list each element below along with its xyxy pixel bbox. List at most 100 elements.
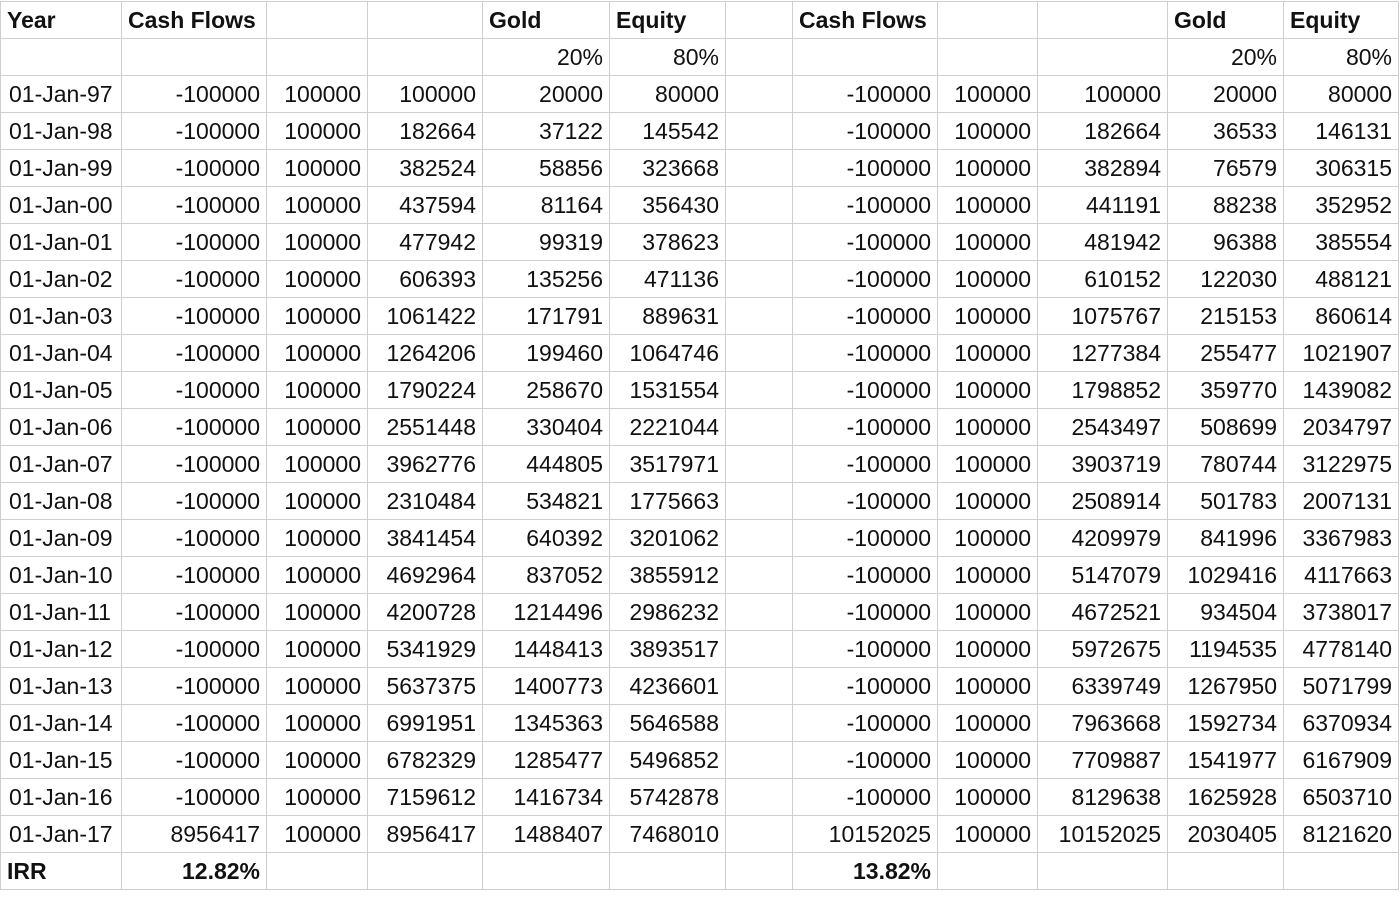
cell[interactable]: 5341929 xyxy=(367,630,483,668)
cell[interactable]: -100000 xyxy=(121,297,267,335)
cell[interactable] xyxy=(1037,38,1168,76)
cell[interactable]: 100000 xyxy=(937,297,1038,335)
cell[interactable]: 1214496 xyxy=(482,593,610,631)
cell[interactable]: 01-Jan-10 xyxy=(0,556,122,594)
cell[interactable]: 3517971 xyxy=(609,445,726,483)
cell[interactable] xyxy=(609,852,726,890)
cell[interactable]: 2543497 xyxy=(1037,408,1168,446)
cell[interactable]: 1592734 xyxy=(1167,704,1284,742)
cell[interactable]: -100000 xyxy=(792,778,938,816)
cell[interactable]: -100000 xyxy=(792,482,938,520)
cell[interactable]: -100000 xyxy=(792,371,938,409)
cell[interactable]: Equity xyxy=(609,1,726,39)
cell[interactable] xyxy=(367,852,483,890)
cell[interactable]: -100000 xyxy=(792,260,938,298)
cell[interactable]: 3903719 xyxy=(1037,445,1168,483)
cell[interactable]: 382894 xyxy=(1037,149,1168,187)
cell[interactable]: 182664 xyxy=(367,112,483,150)
cell[interactable]: -100000 xyxy=(121,371,267,409)
cell[interactable]: 841996 xyxy=(1167,519,1284,557)
cell[interactable]: 100000 xyxy=(266,112,368,150)
cell[interactable]: 1790224 xyxy=(367,371,483,409)
cell[interactable] xyxy=(725,297,793,335)
cell[interactable]: 01-Jan-99 xyxy=(0,149,122,187)
cell[interactable]: 215153 xyxy=(1167,297,1284,335)
cell[interactable]: 145542 xyxy=(609,112,726,150)
cell[interactable]: -100000 xyxy=(792,75,938,113)
cell[interactable]: 01-Jan-98 xyxy=(0,112,122,150)
cell[interactable]: 1021907 xyxy=(1283,334,1399,372)
cell[interactable]: 3367983 xyxy=(1283,519,1399,557)
cell[interactable]: 20000 xyxy=(1167,75,1284,113)
cell[interactable]: 6782329 xyxy=(367,741,483,779)
cell[interactable] xyxy=(266,1,368,39)
cell[interactable]: -100000 xyxy=(121,186,267,224)
cell[interactable]: -100000 xyxy=(792,630,938,668)
cell[interactable]: 1194535 xyxy=(1167,630,1284,668)
cell[interactable]: 6339749 xyxy=(1037,667,1168,705)
cell[interactable] xyxy=(266,38,368,76)
cell[interactable]: 100000 xyxy=(266,260,368,298)
cell[interactable] xyxy=(482,852,610,890)
cell[interactable]: -100000 xyxy=(121,482,267,520)
cell[interactable]: 100000 xyxy=(266,815,368,853)
cell[interactable]: IRR xyxy=(0,852,122,890)
cell[interactable]: Gold xyxy=(482,1,610,39)
cell[interactable]: 146131 xyxy=(1283,112,1399,150)
cell[interactable]: 3201062 xyxy=(609,519,726,557)
cell[interactable]: 58856 xyxy=(482,149,610,187)
cell[interactable]: 4209979 xyxy=(1037,519,1168,557)
cell[interactable]: 382524 xyxy=(367,149,483,187)
cell[interactable]: 7159612 xyxy=(367,778,483,816)
cell[interactable]: -100000 xyxy=(792,149,938,187)
cell[interactable]: 1541977 xyxy=(1167,741,1284,779)
cell[interactable]: 1775663 xyxy=(609,482,726,520)
cell[interactable] xyxy=(725,852,793,890)
cell[interactable]: 258670 xyxy=(482,371,610,409)
cell[interactable]: 36533 xyxy=(1167,112,1284,150)
cell[interactable]: 8129638 xyxy=(1037,778,1168,816)
cell[interactable]: 1277384 xyxy=(1037,334,1168,372)
cell[interactable]: 100000 xyxy=(937,445,1038,483)
cell[interactable]: 1061422 xyxy=(367,297,483,335)
cell[interactable]: 100000 xyxy=(266,519,368,557)
cell[interactable]: 100000 xyxy=(266,371,368,409)
cell[interactable] xyxy=(725,741,793,779)
cell[interactable]: 01-Jan-03 xyxy=(0,297,122,335)
cell[interactable]: 4236601 xyxy=(609,667,726,705)
cell[interactable]: 100000 xyxy=(937,260,1038,298)
cell[interactable]: 6167909 xyxy=(1283,741,1399,779)
cell[interactable]: -100000 xyxy=(121,741,267,779)
cell[interactable]: 100000 xyxy=(937,704,1038,742)
cell[interactable]: 100000 xyxy=(266,408,368,446)
cell[interactable]: 100000 xyxy=(266,741,368,779)
cell[interactable] xyxy=(725,112,793,150)
cell[interactable]: -100000 xyxy=(792,186,938,224)
cell[interactable] xyxy=(725,38,793,76)
cell[interactable]: 3738017 xyxy=(1283,593,1399,631)
cell[interactable]: 255477 xyxy=(1167,334,1284,372)
cell[interactable]: -100000 xyxy=(792,297,938,335)
cell[interactable]: 7709887 xyxy=(1037,741,1168,779)
cell[interactable]: -100000 xyxy=(792,741,938,779)
cell[interactable] xyxy=(725,445,793,483)
cell[interactable]: 01-Jan-11 xyxy=(0,593,122,631)
cell[interactable]: 501783 xyxy=(1167,482,1284,520)
cell[interactable] xyxy=(1037,852,1168,890)
cell[interactable]: 01-Jan-01 xyxy=(0,223,122,261)
cell[interactable]: 6991951 xyxy=(367,704,483,742)
cell[interactable]: 01-Jan-15 xyxy=(0,741,122,779)
cell[interactable]: Equity xyxy=(1283,1,1399,39)
cell[interactable]: 7963668 xyxy=(1037,704,1168,742)
cell[interactable]: 8121620 xyxy=(1283,815,1399,853)
cell[interactable]: -100000 xyxy=(121,630,267,668)
cell[interactable]: 934504 xyxy=(1167,593,1284,631)
cell[interactable]: 171791 xyxy=(482,297,610,335)
cell[interactable] xyxy=(937,852,1038,890)
cell[interactable]: 2508914 xyxy=(1037,482,1168,520)
cell[interactable]: 437594 xyxy=(367,186,483,224)
cell[interactable]: 100000 xyxy=(1037,75,1168,113)
cell[interactable]: -100000 xyxy=(792,519,938,557)
cell[interactable] xyxy=(725,815,793,853)
cell[interactable]: 80% xyxy=(609,38,726,76)
